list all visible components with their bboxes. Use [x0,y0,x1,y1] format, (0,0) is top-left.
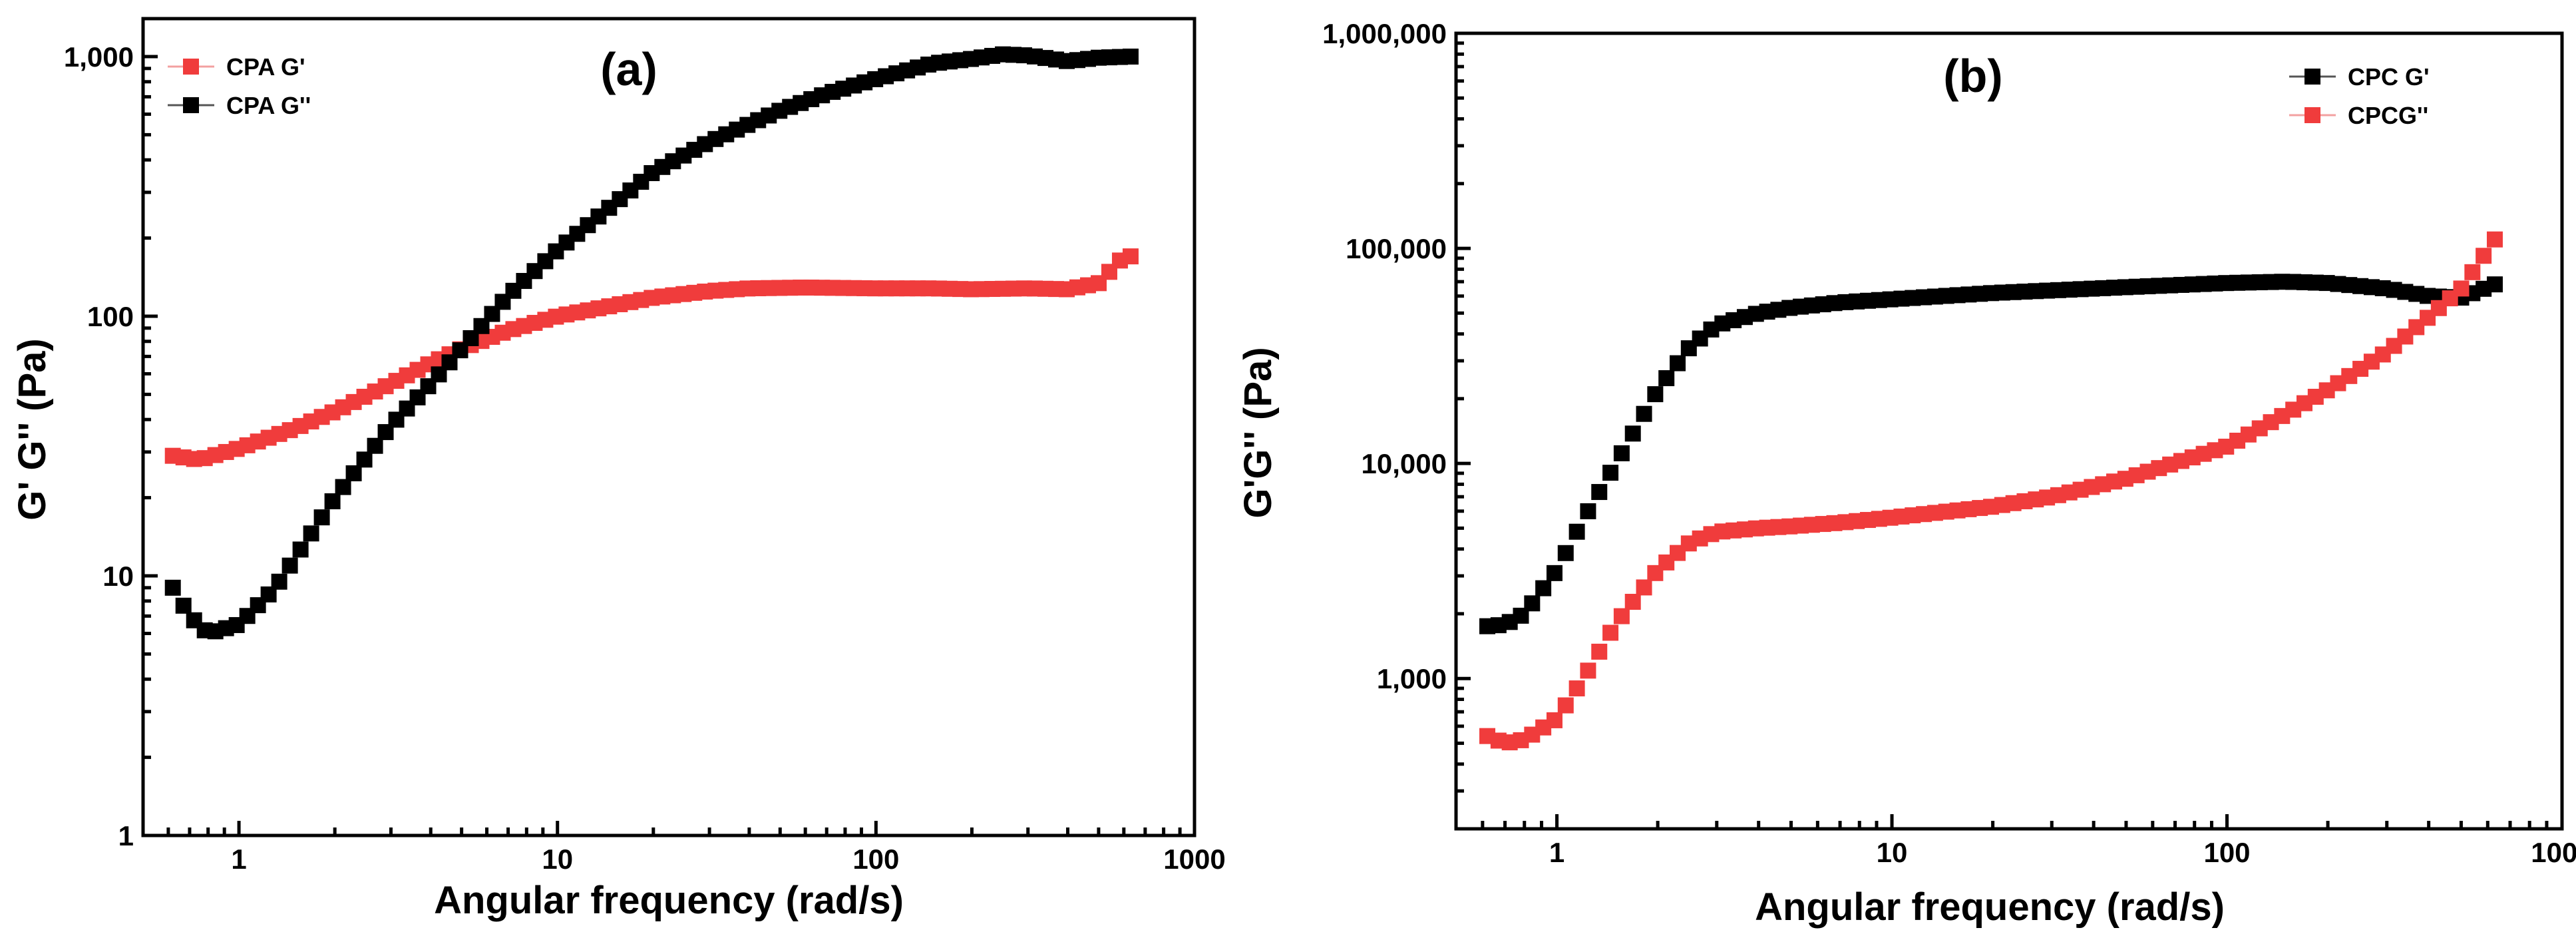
data-point [303,525,319,542]
data-point [2486,276,2503,293]
legend-marker [183,59,199,75]
data-point [1535,580,1552,596]
series-0 [1479,274,2503,634]
data-point [1613,608,1630,624]
data-point [175,597,192,614]
y-tick-label: 1 [118,820,134,851]
plot-frame [141,17,1196,837]
panel-label: (b) [1943,50,2002,102]
legend-entry: CPC G' [2348,63,2430,91]
legend-entry: CPA G' [226,53,305,81]
x-tick-label: 10 [542,843,573,875]
data-point [1557,545,1574,561]
x-tick-label: 1000 [1163,843,1225,875]
x-tick-label: 100 [852,843,899,875]
chart-panel-a: 1 10 100 1000 1 10 100 1,000 Angular frequency (… [11,17,1226,922]
series-0 [164,248,1139,467]
data-point [1557,697,1574,714]
data-point [1636,579,1652,596]
x-tick-label: 1 [231,843,246,875]
data-point [1670,355,1686,371]
x-tick-label: 100 [2203,837,2250,868]
data-point [2476,248,2492,264]
data-point [1524,595,1541,612]
x-axis-label: Angular frequency (rad/s) [434,879,904,922]
data-point [356,451,373,468]
y-axis-label: G' G'' (Pa) [11,338,54,520]
data-point [367,437,383,454]
data-point [345,465,362,481]
series-1 [1479,231,2503,751]
data-point [281,557,298,574]
data-point [1122,48,1139,65]
chart-panel-b: 1 10 100 1000 1,000 10,000 100,000 1,000,000 Ang… [1236,18,2576,929]
y-tick-label: 1,000,000 [1322,18,1447,49]
x-tick-label: 10 [1877,837,1908,868]
data-point [1591,643,1608,660]
y-tick-label: 100,000 [1346,233,1447,264]
data-point [324,493,341,510]
data-point [2486,231,2503,248]
legend-marker [2304,69,2320,85]
data-point [292,541,309,558]
data-point [1568,680,1585,697]
y-tick-label: 1,000 [1377,663,1447,694]
data-point [1602,465,1619,481]
data-point [313,509,330,526]
series-1 [164,46,1139,640]
plot-frame [1454,31,2564,831]
data-point [1546,565,1563,581]
y-axis-label: G'G'' (Pa) [1236,347,1280,518]
data-point [2453,280,2470,297]
data-point [1636,405,1652,422]
data-point [164,579,181,596]
data-point [1647,386,1664,403]
y-tick-label: 100 [87,301,134,332]
data-point [1658,370,1675,387]
legend-entry: CPCG'' [2348,102,2428,129]
x-axis-label: Angular frequency (rad/s) [1755,885,2225,929]
data-point [271,573,287,590]
data-point [1580,662,1596,679]
data-point [1624,425,1641,442]
data-point [1613,445,1630,461]
y-tick-label: 10,000 [1362,448,1447,479]
panel-label: (a) [600,43,657,95]
legend-marker [183,97,199,113]
data-point [2464,264,2481,280]
data-point [1568,523,1585,540]
data-point [1122,248,1139,265]
data-point [335,479,351,495]
y-tick-label: 10 [102,561,134,592]
data-point [1580,503,1596,519]
legend-entry: CPA G'' [226,92,311,119]
data-point [1602,624,1619,641]
x-tick-label: 1000 [2531,837,2576,868]
y-tick-label: 1,000 [64,41,134,73]
data-point [1546,712,1563,728]
data-point [1591,484,1608,501]
x-tick-label: 1 [1549,837,1564,868]
data-point [1624,594,1641,610]
legend-marker [2304,107,2320,123]
